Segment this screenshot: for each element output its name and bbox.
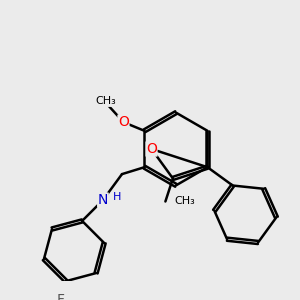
Text: CH₃: CH₃ — [96, 96, 116, 106]
Text: CH₃: CH₃ — [174, 196, 195, 206]
Text: N: N — [98, 193, 108, 207]
Text: H: H — [112, 192, 121, 202]
Text: F: F — [57, 292, 65, 300]
Text: O: O — [118, 115, 129, 129]
Text: O: O — [146, 142, 157, 156]
